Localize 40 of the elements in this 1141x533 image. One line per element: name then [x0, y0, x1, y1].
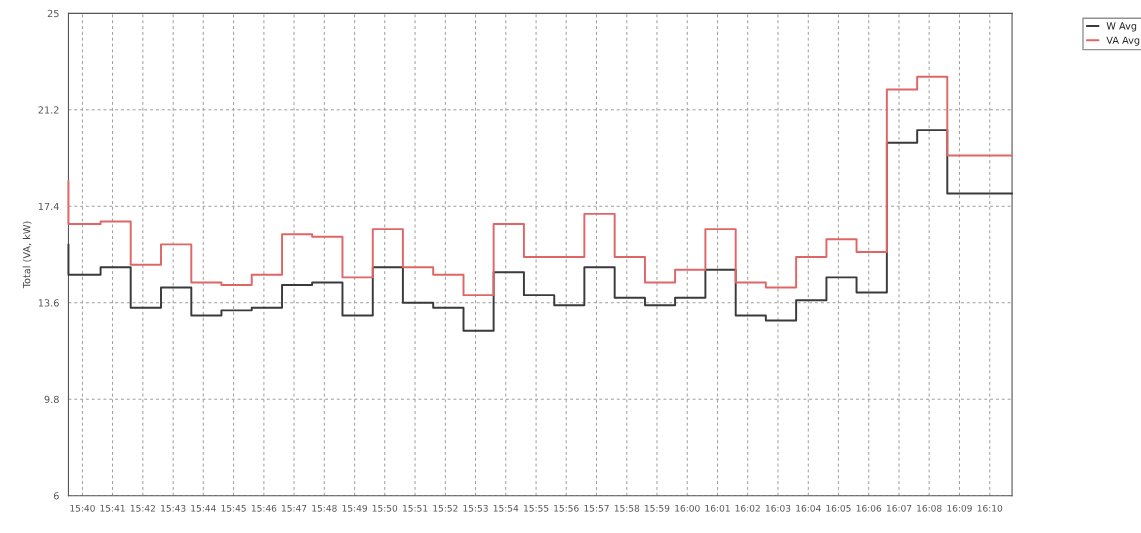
- x-tick-label: 15:57: [584, 505, 609, 512]
- x-tick-label: 15:53: [463, 504, 488, 512]
- x-tick-label: 15:55: [524, 505, 549, 512]
- x-tick-label: 16:07: [887, 504, 912, 512]
- y-tick-label: 17.4: [38, 202, 59, 210]
- x-tick-label: 15:46: [251, 504, 277, 512]
- x-tick-label: 15:54: [493, 505, 519, 512]
- x-tick-label: 16:03: [765, 504, 791, 512]
- x-tick-label: 15:41: [100, 505, 125, 512]
- x-tick-label: 15:52: [433, 504, 458, 512]
- x-tick-label: 16:10: [977, 504, 1003, 512]
- x-tick-label: 16:06: [856, 504, 882, 512]
- x-tick-label: 15:45: [221, 505, 246, 512]
- x-tick-label: 15:48: [312, 504, 337, 512]
- x-tick-label: 16:09: [947, 504, 972, 512]
- x-tick-label: 15:51: [403, 505, 428, 512]
- x-tick-label: 15:50: [372, 504, 398, 512]
- x-tick-label: 15:43: [161, 504, 186, 512]
- x-tick-label: 15:59: [644, 504, 670, 512]
- x-tick-label: 15:56: [554, 504, 579, 512]
- x-tick-label: 15:42: [130, 504, 155, 512]
- x-tick-label: 15:40: [70, 504, 95, 512]
- legend-label: VA Avg: [1106, 36, 1140, 46]
- x-tick-label: 15:49: [342, 504, 367, 512]
- y-tick-label: 9.8: [44, 395, 59, 404]
- x-tick-label: 16:05: [826, 504, 851, 512]
- y-tick-label: 21.2: [38, 106, 59, 114]
- y-tick-label: 25: [47, 9, 59, 18]
- x-tick-label: 15:58: [614, 504, 640, 512]
- y-axis-title: Total (VA, kW): [22, 221, 32, 289]
- x-tick-label: 16:08: [917, 504, 942, 512]
- legend-label: W Avg: [1106, 22, 1137, 32]
- x-tick-label: 16:00: [675, 504, 700, 512]
- y-tick-label: 13.6: [38, 299, 59, 307]
- x-tick-label: 15:47: [282, 505, 307, 512]
- y-tick-label: 6: [53, 492, 59, 500]
- x-tick-label: 16:04: [796, 504, 821, 512]
- x-tick-label: 16:01: [705, 504, 730, 512]
- x-tick-label: 15:44: [191, 505, 216, 512]
- x-tick-label: 16:02: [735, 504, 760, 512]
